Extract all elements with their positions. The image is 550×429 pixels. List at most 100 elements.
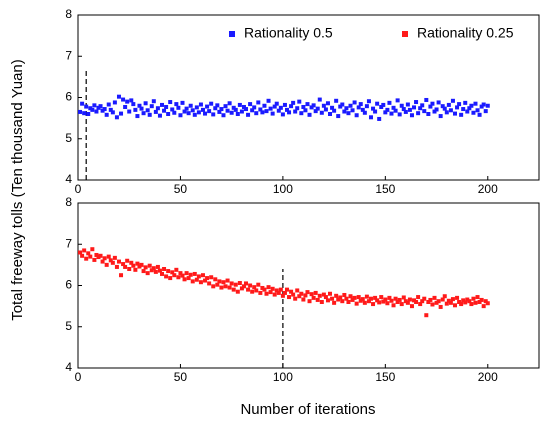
y-axis-label: Total freeway tolls (Ten thousand Yuan) xyxy=(9,59,26,321)
point xyxy=(282,290,287,295)
point xyxy=(393,108,398,113)
point xyxy=(483,109,488,114)
point xyxy=(207,281,212,286)
point xyxy=(252,285,257,290)
point xyxy=(311,103,316,108)
point xyxy=(274,288,279,293)
point xyxy=(98,104,103,109)
point xyxy=(469,103,474,108)
point xyxy=(383,110,388,115)
point xyxy=(137,103,142,108)
point xyxy=(233,282,238,287)
point xyxy=(86,251,91,256)
point xyxy=(219,107,224,112)
point xyxy=(280,293,285,298)
point xyxy=(203,278,208,283)
point xyxy=(250,108,255,113)
point xyxy=(334,98,339,103)
point xyxy=(149,104,154,109)
point xyxy=(229,110,234,115)
point xyxy=(166,269,171,274)
point xyxy=(223,284,228,289)
point xyxy=(211,284,216,289)
point xyxy=(387,100,392,105)
point xyxy=(100,259,105,264)
point xyxy=(317,97,322,102)
legend-swatch xyxy=(402,31,408,37)
point xyxy=(321,103,326,108)
point xyxy=(471,110,476,115)
point xyxy=(381,102,386,107)
y-tick-label: 8 xyxy=(65,195,72,209)
point xyxy=(424,313,429,318)
point xyxy=(465,109,470,114)
point xyxy=(139,262,144,267)
x-tick-label: 100 xyxy=(273,370,293,384)
point xyxy=(127,267,132,271)
point xyxy=(444,301,449,306)
point xyxy=(82,111,87,116)
point xyxy=(444,110,449,115)
point xyxy=(254,111,259,116)
point xyxy=(250,289,255,294)
point xyxy=(467,106,472,111)
point xyxy=(381,299,386,304)
point xyxy=(471,296,476,301)
y-tick-label: 7 xyxy=(65,48,72,62)
point xyxy=(151,266,156,271)
point xyxy=(373,109,378,114)
point xyxy=(330,296,335,301)
point xyxy=(244,107,249,112)
point xyxy=(241,284,246,289)
x-tick-label: 150 xyxy=(375,182,395,196)
point xyxy=(299,291,304,296)
point xyxy=(475,295,480,300)
point xyxy=(110,260,115,265)
point xyxy=(399,302,404,307)
point xyxy=(170,270,175,275)
point xyxy=(334,293,339,298)
point xyxy=(186,111,191,116)
point xyxy=(371,106,376,111)
point xyxy=(446,102,451,107)
point xyxy=(328,112,333,116)
point xyxy=(229,281,234,286)
point xyxy=(330,105,335,110)
point xyxy=(239,286,244,291)
point xyxy=(123,104,128,109)
point xyxy=(141,111,146,116)
point xyxy=(176,275,181,280)
point xyxy=(416,295,421,300)
point xyxy=(166,112,171,116)
point xyxy=(342,109,347,114)
point xyxy=(219,285,224,290)
point xyxy=(282,102,287,107)
point xyxy=(215,103,220,108)
point xyxy=(168,100,173,105)
point xyxy=(80,253,85,258)
y-tick-label: 5 xyxy=(65,319,72,333)
point xyxy=(192,112,197,117)
point xyxy=(457,102,462,107)
point xyxy=(373,295,378,300)
point xyxy=(207,109,212,114)
point xyxy=(291,292,296,297)
point xyxy=(346,300,351,304)
point xyxy=(432,295,437,300)
point xyxy=(477,300,482,304)
point xyxy=(139,106,144,111)
point xyxy=(114,115,119,120)
point xyxy=(96,255,101,260)
point xyxy=(160,271,165,276)
point xyxy=(325,101,330,106)
point xyxy=(426,112,431,116)
point xyxy=(237,102,242,107)
point xyxy=(129,260,134,265)
point xyxy=(127,109,132,114)
point xyxy=(100,108,105,113)
point xyxy=(289,289,294,294)
plot-frame xyxy=(77,202,540,369)
point xyxy=(213,277,218,282)
point xyxy=(149,268,154,273)
